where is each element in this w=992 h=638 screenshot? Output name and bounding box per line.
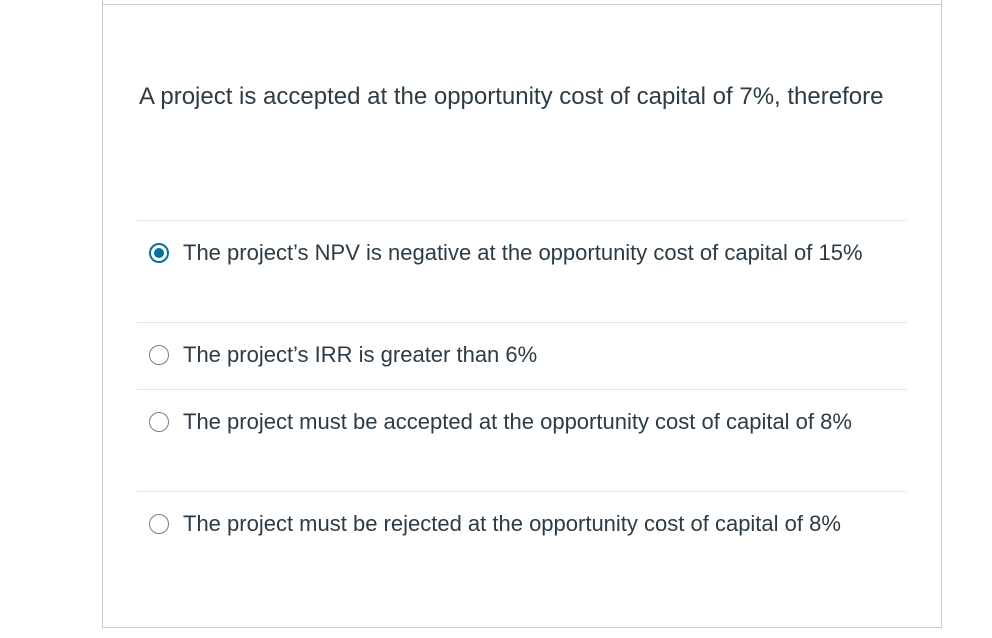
answer-label[interactable]: The project’s IRR is greater than 6% bbox=[183, 342, 538, 367]
radio-empty-icon[interactable] bbox=[149, 514, 169, 534]
answer-list: The project’s NPV is negative at the opp… bbox=[137, 220, 907, 594]
radio-empty-icon[interactable] bbox=[149, 345, 169, 365]
answer-label[interactable]: The project must be accepted at the oppo… bbox=[183, 409, 852, 434]
answer-label[interactable]: The project must be rejected at the oppo… bbox=[183, 511, 841, 536]
question-text: A project is accepted at the opportunity… bbox=[139, 83, 884, 110]
answer-option-4[interactable]: The project must be rejected at the oppo… bbox=[137, 492, 907, 594]
radio-empty-icon[interactable] bbox=[149, 412, 169, 432]
answer-option-3[interactable]: The project must be accepted at the oppo… bbox=[137, 390, 907, 492]
answer-label[interactable]: The project’s NPV is negative at the opp… bbox=[183, 240, 863, 265]
question-card: A project is accepted at the opportunity… bbox=[102, 0, 942, 628]
radio-selected-icon[interactable] bbox=[149, 243, 169, 263]
card-header-strip bbox=[103, 0, 941, 5]
answer-option-2[interactable]: The project’s IRR is greater than 6% bbox=[137, 323, 907, 390]
answer-option-1[interactable]: The project’s NPV is negative at the opp… bbox=[137, 221, 907, 323]
